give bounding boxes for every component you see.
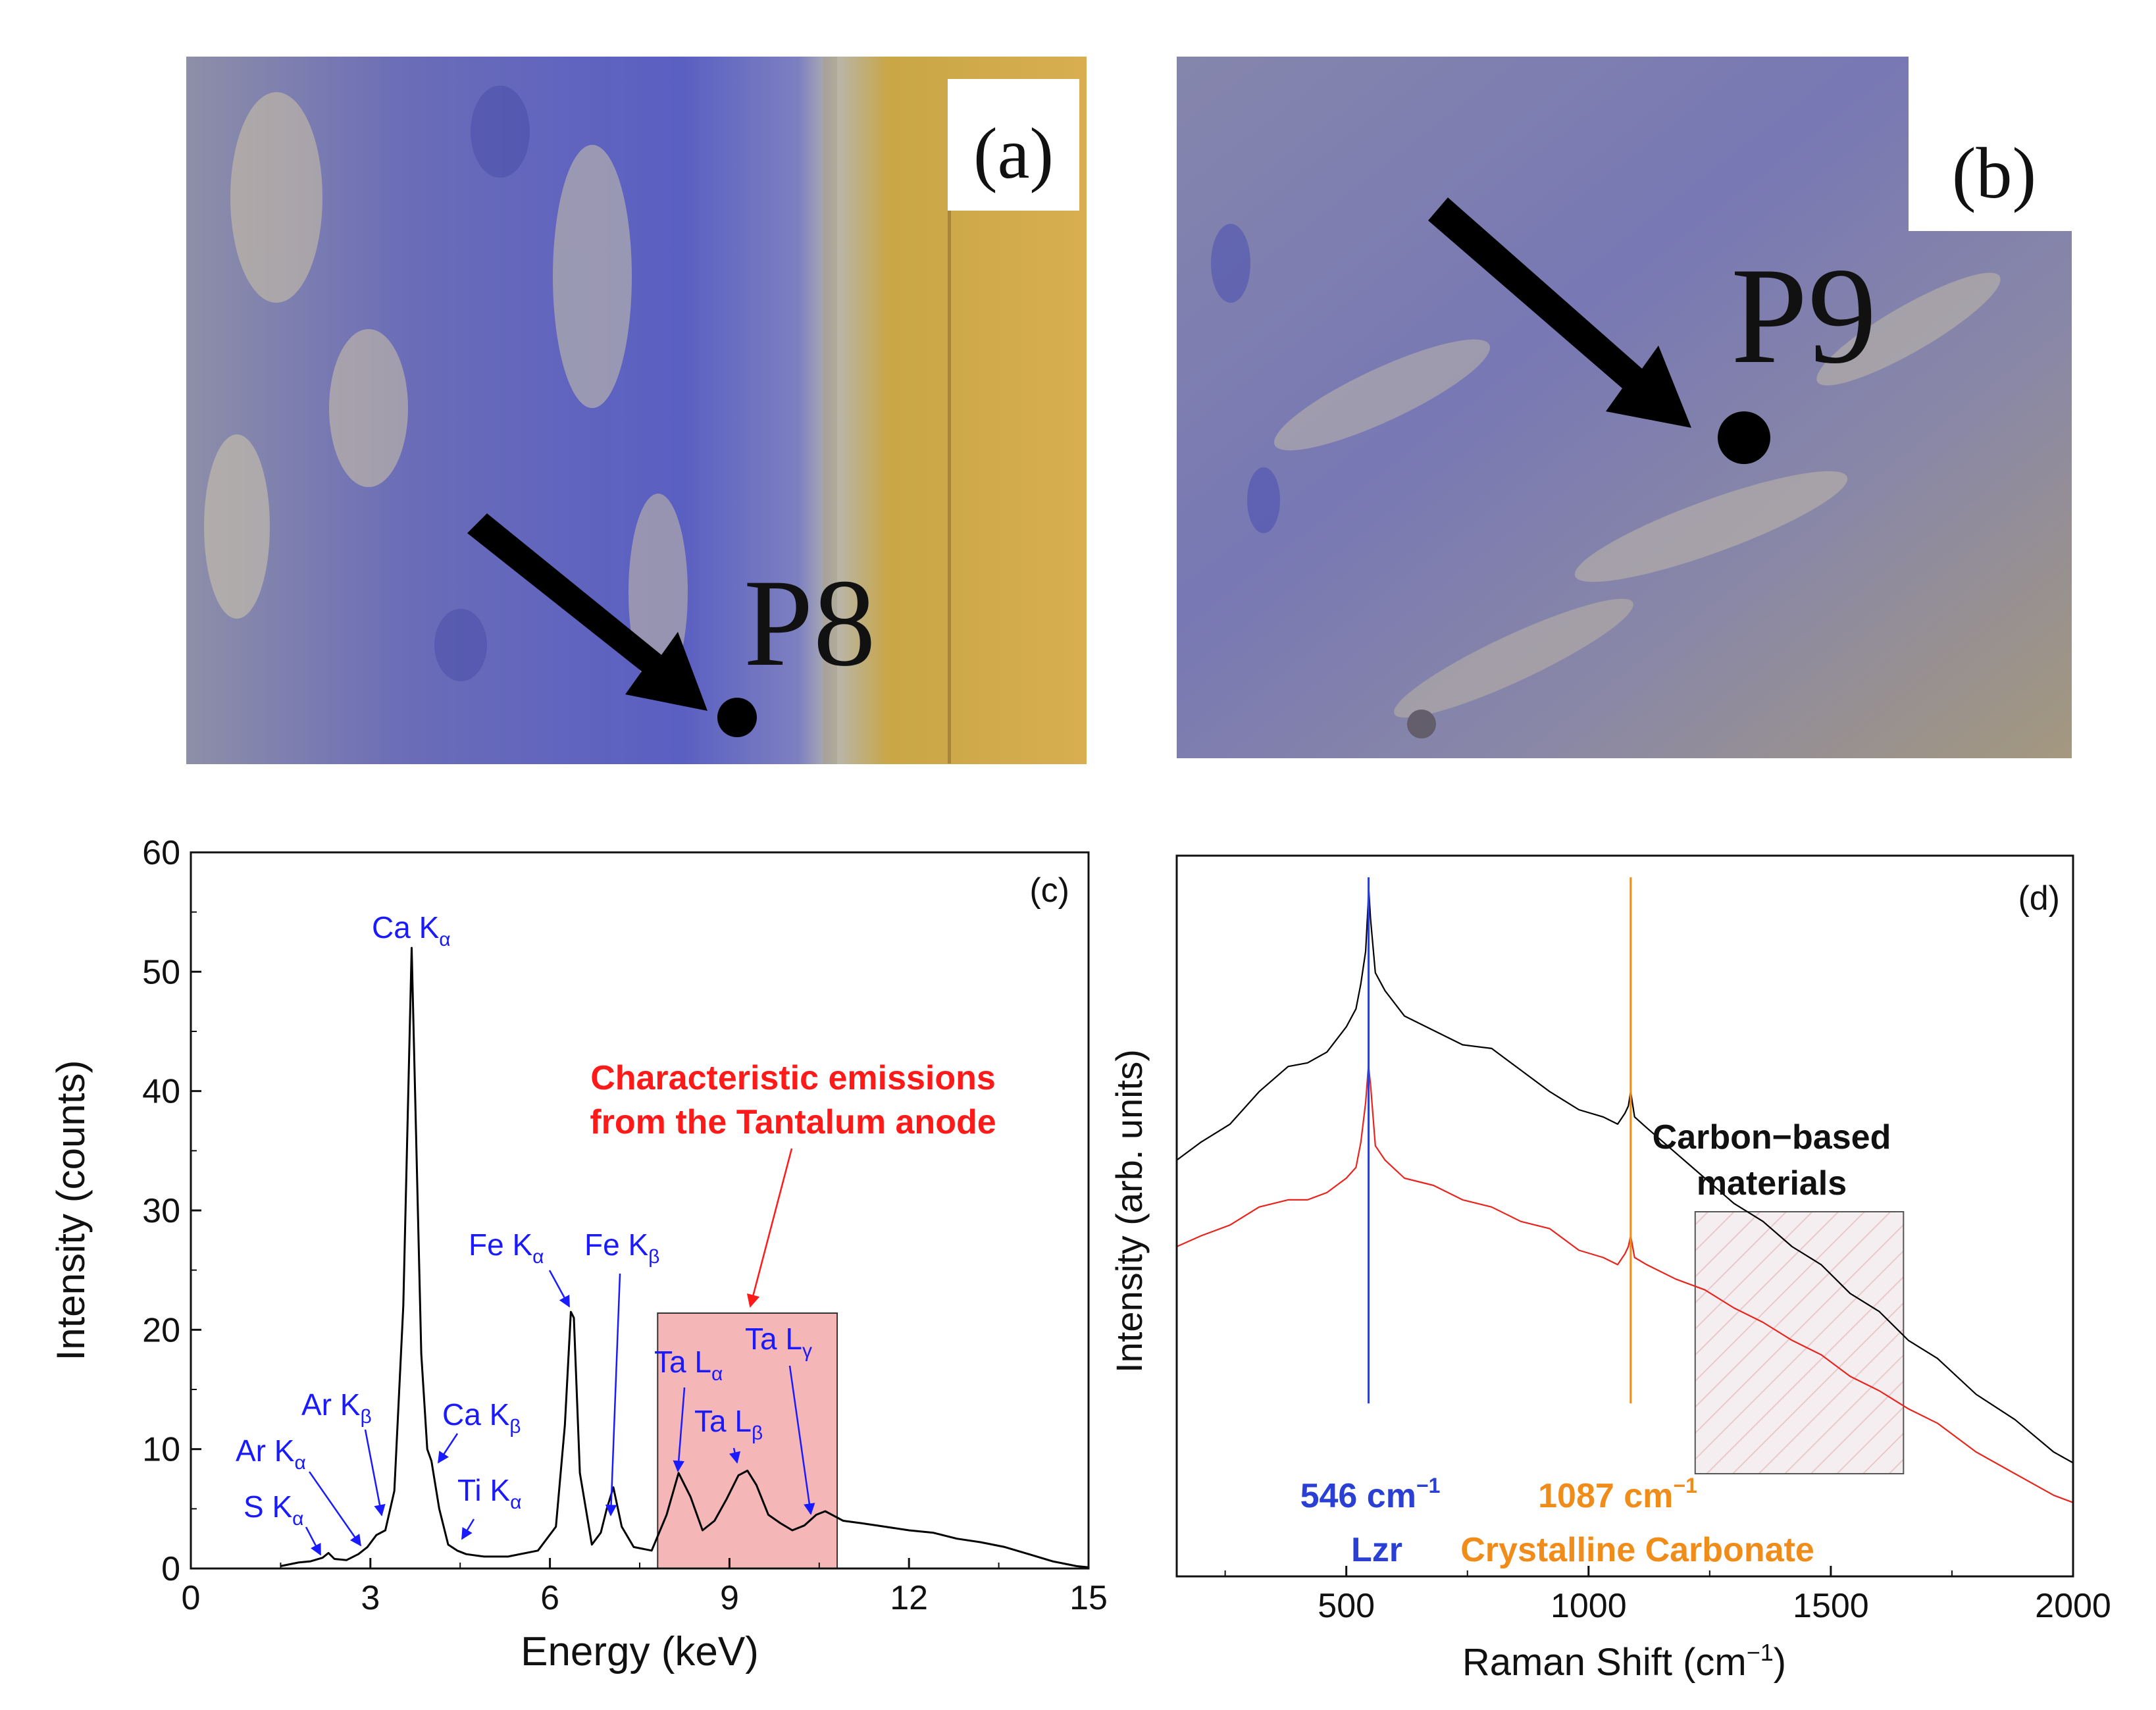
annot-ti-ka-arrow: [461, 1518, 475, 1540]
xrf-y-tick-label: 50: [142, 953, 180, 991]
xrf-x-tick-label: 15: [1069, 1579, 1108, 1617]
point-p8-marker: [717, 698, 757, 737]
annot-s-ka-arrow: [305, 1526, 322, 1556]
annot-ca-kb: Ca Kβ: [442, 1397, 521, 1438]
xrf-y-tick-label: 10: [142, 1431, 180, 1469]
panel-label-b-box: [1909, 57, 2072, 231]
annot-ti-ka: Ti Kα: [457, 1473, 521, 1513]
raman-chart: 500 1000 1500 2000 (d) Raman Shift (cm−1) I…: [1108, 854, 2111, 1684]
annot-ca-kb-arrow: [437, 1433, 459, 1464]
xrf-y-tick-label: 0: [161, 1550, 180, 1588]
annot-fe-ka-arrow: [548, 1270, 571, 1308]
xrf-x-tick-label: 0: [182, 1579, 201, 1617]
xrf-y-tick-label: 60: [142, 834, 180, 872]
annot-ta-lg-arrow: [788, 1365, 815, 1515]
annot-ta-la-arrow: [673, 1387, 686, 1472]
annot-ar-ka-arrow: [308, 1471, 362, 1547]
xrf-y-tick-label: 20: [142, 1311, 180, 1349]
xrf-x-tick-label: 12: [890, 1579, 928, 1617]
point-p9-label: P9: [1731, 240, 1877, 392]
annot-ar-kb: Ar Kβ: [301, 1387, 372, 1428]
raman-y-axis-label: Intensity (arb. units): [1108, 1049, 1150, 1373]
annot-ta-lb: Ta Lβ: [694, 1404, 763, 1444]
carbon-label-line2: materials: [1697, 1164, 1847, 1203]
xrf-y-tick-label: 30: [142, 1192, 180, 1230]
xrf-y-axis-label: Intensity (counts): [49, 1060, 93, 1361]
point-p9-marker: [1718, 411, 1770, 464]
panel-label-a: (a): [973, 113, 1054, 194]
annot-fe-kb: Fe Kβ: [584, 1228, 659, 1268]
raman-plot-frame: [1175, 854, 2074, 1578]
annot-ta-la: Ta Lα: [654, 1345, 723, 1385]
panel-label-a-box: [948, 79, 1079, 211]
tantalum-label-arrow: [746, 1148, 793, 1308]
xrf-highlight-box: [657, 1312, 838, 1569]
raman-spectrum-p8-line: [1176, 885, 2074, 1464]
xrf-y-tick-label: 40: [142, 1073, 180, 1111]
annot-ta-lb-arrow: [729, 1447, 741, 1464]
xrf-panel-label: (c): [1029, 871, 1069, 910]
raman-x-axis-label: Raman Shift (cm−1): [1462, 1639, 1786, 1684]
photo-b: (b) P9: [1177, 57, 2072, 758]
carbon-label-line1: Carbon−based: [1653, 1118, 1891, 1156]
xrf-plot-frame: [190, 851, 1090, 1570]
xrf-x-axis-label: Energy (keV): [521, 1629, 759, 1674]
photo-b-texture: [1211, 224, 2001, 738]
raman-x-tick-label: 1500: [1793, 1587, 1869, 1625]
photo-a: (a) P8: [186, 57, 1087, 764]
xrf-x-tick-label: 9: [720, 1579, 739, 1617]
raman-panel-label: (d): [2018, 879, 2060, 918]
xrf-spectrum-line: [280, 946, 1089, 1568]
tantalum-label-line1: Characteristic emissions: [590, 1059, 996, 1097]
peak-1087-label: 1087 cm−1: [1538, 1474, 1697, 1515]
tantalum-label-line2: from the Tantalum anode: [590, 1103, 996, 1141]
point-p8-label: P8: [744, 554, 876, 692]
annot-fe-kb-arrow: [605, 1273, 621, 1516]
peak-1087-assignment: Crystalline Carbonate: [1460, 1531, 1814, 1569]
panel-label-b: (b): [1952, 133, 2036, 213]
raman-spectrum-p9-line: [1176, 1066, 2074, 1503]
annot-fe-ka: Fe Kα: [469, 1228, 544, 1268]
annot-ca-ka: Ca Kα: [372, 910, 451, 950]
arrow-p8-icon: [467, 513, 707, 711]
xrf-chart: 0 3 6 9 12 15 0 10 20 30 40 50 60 (c) Energy (keV) I…: [49, 834, 1108, 1674]
raman-x-tick-label: 1000: [1551, 1587, 1627, 1625]
xrf-x-tick-label: 3: [361, 1579, 380, 1617]
annot-ta-lg: Ta Lγ: [745, 1322, 812, 1362]
raman-x-tick-label: 500: [1318, 1587, 1375, 1625]
carbon-hatched-region: [1694, 1211, 1905, 1474]
peak-546-assignment: Lzr: [1351, 1531, 1402, 1569]
annot-ar-ka: Ar Kα: [236, 1434, 306, 1474]
peak-546-label: 546 cm−1: [1300, 1474, 1441, 1515]
annot-ar-kb-arrow: [364, 1429, 386, 1516]
annot-s-ka: S Kα: [244, 1490, 304, 1530]
arrow-p9-icon: [1428, 197, 1691, 428]
raman-x-tick-label: 2000: [2035, 1587, 2111, 1625]
xrf-x-tick-label: 6: [540, 1579, 559, 1617]
